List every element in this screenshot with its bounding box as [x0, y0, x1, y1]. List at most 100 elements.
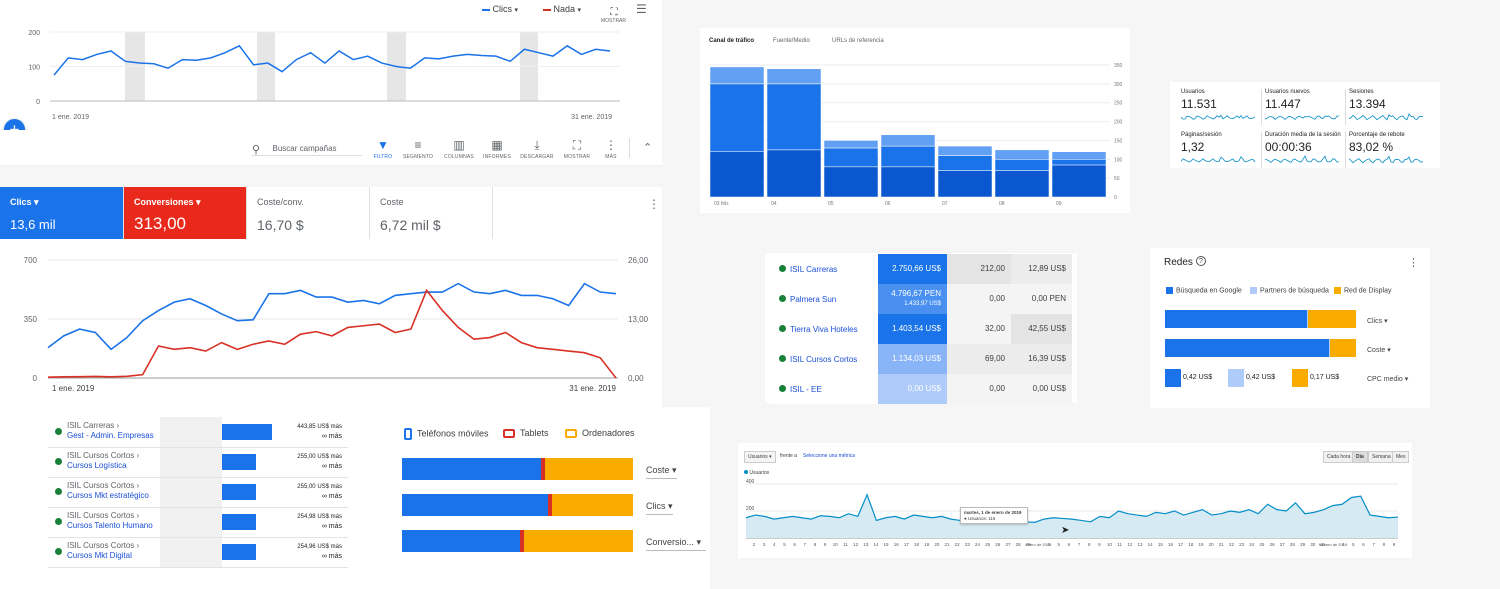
y-tick-label: 300: [1114, 82, 1123, 88]
metric-divider: [1345, 89, 1346, 125]
metric-card[interactable]: Duración media de la sesión 00:00:36: [1265, 132, 1347, 164]
mostrar-label: MOSTRAR: [601, 18, 626, 24]
chevron-down-icon: ▾: [31, 197, 39, 207]
table-row[interactable]: ISIL Cursos Cortos › Cursos Mkt Digital 25…: [48, 538, 348, 568]
metric-dropdown[interactable]: Coste: [646, 465, 677, 479]
metric-dropdown[interactable]: Clics: [646, 501, 673, 515]
table-row[interactable]: Palmera Sun 4.796,67 PEN 1.433,97 US$ 0,00 0…: [770, 284, 1072, 314]
metric-card[interactable]: Porcentaje de rebote 83,02 %: [1349, 132, 1431, 164]
table-row[interactable]: ISIL Cursos Cortos 1.134,03 US$ 69,00 16,39…: [770, 344, 1072, 374]
table-row[interactable]: ISIL Cursos Cortos › Cursos Logística 255,…: [48, 448, 348, 478]
more-vert-button[interactable]: ⋮: [648, 198, 660, 210]
users-series-line: [745, 493, 1399, 524]
value-bar: [222, 544, 256, 560]
account-name[interactable]: Palmera Sun: [790, 295, 837, 304]
cost-cell: 2.750,66 US$: [878, 254, 947, 284]
value-bar: [222, 424, 272, 440]
x-tick-label: 23: [1239, 542, 1245, 547]
collapse-button[interactable]: ⌃: [643, 141, 652, 154]
fullscreen-button[interactable]: ⛶ MOSTRAR: [601, 2, 626, 24]
red-line-swatch: [543, 8, 551, 11]
table-row[interactable]: ISIL Cursos Cortos › Cursos Mkt estratégi…: [48, 478, 348, 508]
account-name[interactable]: ISIL - EE: [790, 385, 822, 394]
campaign-title[interactable]: Gest - Admin. Empresas: [67, 431, 154, 440]
toolbar-mostrar-button[interactable]: ⛶ MOSTRAR: [559, 138, 595, 160]
campaign-title[interactable]: Cursos Mkt Digital: [67, 551, 132, 560]
scorecard-1[interactable]: Conversiones ▾ 313,00: [124, 187, 247, 239]
toolbar-informes-button[interactable]: ▦ INFORMES: [479, 138, 515, 160]
device-legend-2[interactable]: Ordenadores: [565, 428, 635, 439]
x-tick-label: 13: [1138, 542, 1144, 547]
granularity-toggle-1[interactable]: Día: [1352, 451, 1368, 463]
stack-segment: [823, 140, 879, 149]
device-bar-segment: [545, 458, 633, 480]
x-tick-label: 12: [853, 542, 859, 547]
device-legend-0[interactable]: Teléfonos móviles: [404, 428, 489, 440]
y-tick-label: 400: [746, 479, 755, 485]
granularity-toggle-3[interactable]: Mes: [1392, 451, 1410, 463]
tab-2[interactable]: URLs de referencia: [832, 38, 884, 44]
tune-button[interactable]: ☰: [636, 2, 647, 16]
metric-dropdown[interactable]: Coste: [1367, 346, 1391, 354]
x-tick-label: 28: [1016, 542, 1022, 547]
x-tick-label: 3: [763, 542, 766, 547]
stack-segment: [937, 145, 993, 156]
granularity-toggle-0[interactable]: Cada hora: [1323, 451, 1355, 463]
redes-legend-2[interactable]: Red de Display: [1334, 287, 1391, 294]
select-metric-link[interactable]: Seleccione una métrica: [803, 453, 855, 459]
stack-segment: [823, 147, 879, 168]
cpc-dropdown[interactable]: CPC medio: [1367, 375, 1408, 383]
campaign-title[interactable]: Cursos Mkt estratégico: [67, 491, 149, 500]
scorecard-3[interactable]: Coste 6,72 mil $: [370, 187, 493, 239]
toolbar-filtro-button[interactable]: ▼ FILTRO: [365, 138, 401, 160]
tab-1[interactable]: Fuente/Medio: [773, 38, 810, 44]
account-name[interactable]: ISIL Cursos Cortos: [790, 355, 858, 364]
scorecard-2[interactable]: Coste/conv. 16,70 $: [247, 187, 370, 239]
metric-card[interactable]: Usuarios 11.531: [1181, 89, 1263, 121]
redes-legend-0[interactable]: Búsqueda en Google: [1166, 287, 1242, 294]
scorecard-0[interactable]: Clics ▾ 13,6 mil: [0, 187, 124, 239]
x-end-label: 31 ene. 2019: [571, 114, 612, 121]
metric-card[interactable]: Páginas/sesión 1,32: [1181, 132, 1263, 164]
metric-card[interactable]: Sesiones 13.394: [1349, 89, 1431, 121]
campaign-group: ISIL Cursos Cortos ›: [67, 541, 140, 550]
fullscreen-icon: ⛶: [610, 7, 618, 18]
value-primary: 254,96 US$ más: [297, 544, 342, 550]
campaign-title[interactable]: Cursos Talento Humano: [67, 521, 153, 530]
help-icon[interactable]: ?: [1196, 256, 1206, 266]
toolbar-más-button[interactable]: ⋮ MÁS: [593, 138, 629, 160]
ga-metrics-panel: [1170, 82, 1440, 168]
account-name[interactable]: Tierra Viva Hoteles: [790, 325, 858, 334]
stack-segment: [823, 166, 879, 198]
stack-segment: [937, 170, 993, 198]
redes-more-button[interactable]: ⋮: [1408, 256, 1419, 269]
table-row[interactable]: Tierra Viva Hoteles 1.403,54 US$ 32,00 42,5…: [770, 314, 1072, 344]
tab-0[interactable]: Canal de tráfico: [709, 38, 755, 44]
stack-segment: [880, 145, 936, 168]
metric-dropdown[interactable]: Conversio...: [646, 537, 706, 551]
toolbar-columnas-button[interactable]: ▥ COLUMNAS: [441, 138, 477, 160]
granularity-toggle-2[interactable]: Semana: [1368, 451, 1395, 463]
metric-select[interactable]: Usuarios ▾: [744, 451, 776, 463]
toolbar-segmento-button[interactable]: ≡ SEGMENTO: [400, 138, 436, 160]
campaign-title[interactable]: Cursos Logística: [67, 461, 127, 470]
account-name[interactable]: ISIL Carreras: [790, 265, 838, 274]
table-row[interactable]: ISIL Cursos Cortos › Cursos Talento Human…: [48, 508, 348, 538]
value-primary: 255,00 US$ más: [297, 454, 342, 460]
toolbar-descargar-button[interactable]: ⤓ DESCARGAR: [519, 138, 555, 160]
table-row[interactable]: ISIL - EE 0,00 US$ 0,00 0,00 US$: [770, 374, 1072, 404]
cost-value: 1.134,03 US$: [892, 354, 941, 363]
table-row[interactable]: ISIL Carreras › Gest - Admin. Empresas 443…: [48, 418, 348, 448]
search-area[interactable]: ⚲ Buscar campañas: [252, 140, 362, 156]
legend-nada[interactable]: Nada ▾: [543, 4, 581, 14]
sparkline: [1349, 113, 1424, 121]
redes-legend-1[interactable]: Partners de búsqueda: [1250, 287, 1329, 294]
campaign-group: ISIL Cursos Cortos ›: [67, 481, 140, 490]
device-legend-1[interactable]: Tablets: [503, 428, 549, 439]
metric-card[interactable]: Usuarios nuevos 11.447: [1265, 89, 1347, 121]
cost-conv-cell: 16,39 US$: [1011, 344, 1072, 374]
metric-dropdown[interactable]: Clics: [1367, 317, 1388, 325]
legend-clics[interactable]: Clics ▾: [482, 4, 518, 14]
table-row[interactable]: ISIL Carreras 2.750,66 US$ 212,00 12,89 US$: [770, 254, 1072, 284]
cpc-value: 0,17 US$: [1310, 374, 1340, 381]
